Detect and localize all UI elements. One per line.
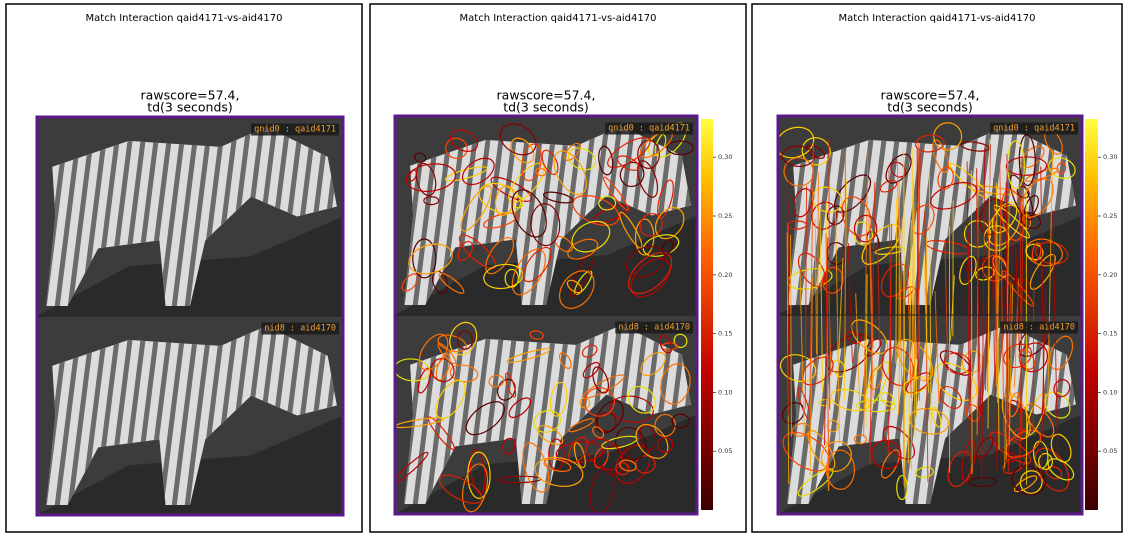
colorbar-tick-label: 0.15 [1103,330,1117,338]
colorbar-tick-label: 0.30 [1103,153,1117,161]
annotation-label: qnid0 : qaid4171 [608,124,690,134]
colorbar-tick-label: 0.15 [718,330,732,338]
figure-panel: Match Interaction qaid4171-vs-aid4170raw… [693,4,1128,532]
match-line [1033,287,1034,431]
match-line [896,199,897,364]
panel-title: Match Interaction qaid4171-vs-aid4170 [86,13,283,24]
colorbar-tick-label: 0.30 [718,153,732,161]
colorbar [701,119,713,510]
annotation-label: nid8 : aid4170 [264,324,336,334]
panel-title: Match Interaction qaid4171-vs-aid4170 [839,13,1036,24]
figure-panel: Match Interaction qaid4171-vs-aid4170raw… [310,4,751,532]
score-text: td(3 seconds) [887,100,973,115]
annotation-label: qnid0 : qaid4171 [254,125,336,135]
colorbar-tick-label: 0.05 [718,447,732,455]
colorbar-tick-label: 0.10 [718,388,732,396]
panel-title: Match Interaction qaid4171-vs-aid4170 [460,13,657,24]
annotation-label: nid8 : aid4170 [1003,323,1075,333]
zebra-stripe [0,316,3,515]
colorbar-tick-label: 0.25 [718,212,732,220]
colorbar-tick-label: 0.25 [1103,212,1117,220]
colorbar-tick-label: 0.05 [1103,447,1117,455]
colorbar [1085,119,1098,510]
screenshot: Match Interaction qaid4171-vs-aid4170raw… [0,0,1128,536]
figure-panel: Match Interaction qaid4171-vs-aid4170raw… [0,4,393,532]
annotation-label: nid8 : aid4170 [618,323,690,333]
score-text: td(3 seconds) [503,100,589,115]
colorbar-tick-label: 0.20 [1103,271,1117,279]
annotation-label: qnid0 : qaid4171 [993,124,1075,134]
zebra-stripe [0,117,3,316]
score-text: td(3 seconds) [147,100,233,115]
colorbar-tick-label: 0.10 [1103,388,1117,396]
colorbar-tick-label: 0.20 [718,271,732,279]
